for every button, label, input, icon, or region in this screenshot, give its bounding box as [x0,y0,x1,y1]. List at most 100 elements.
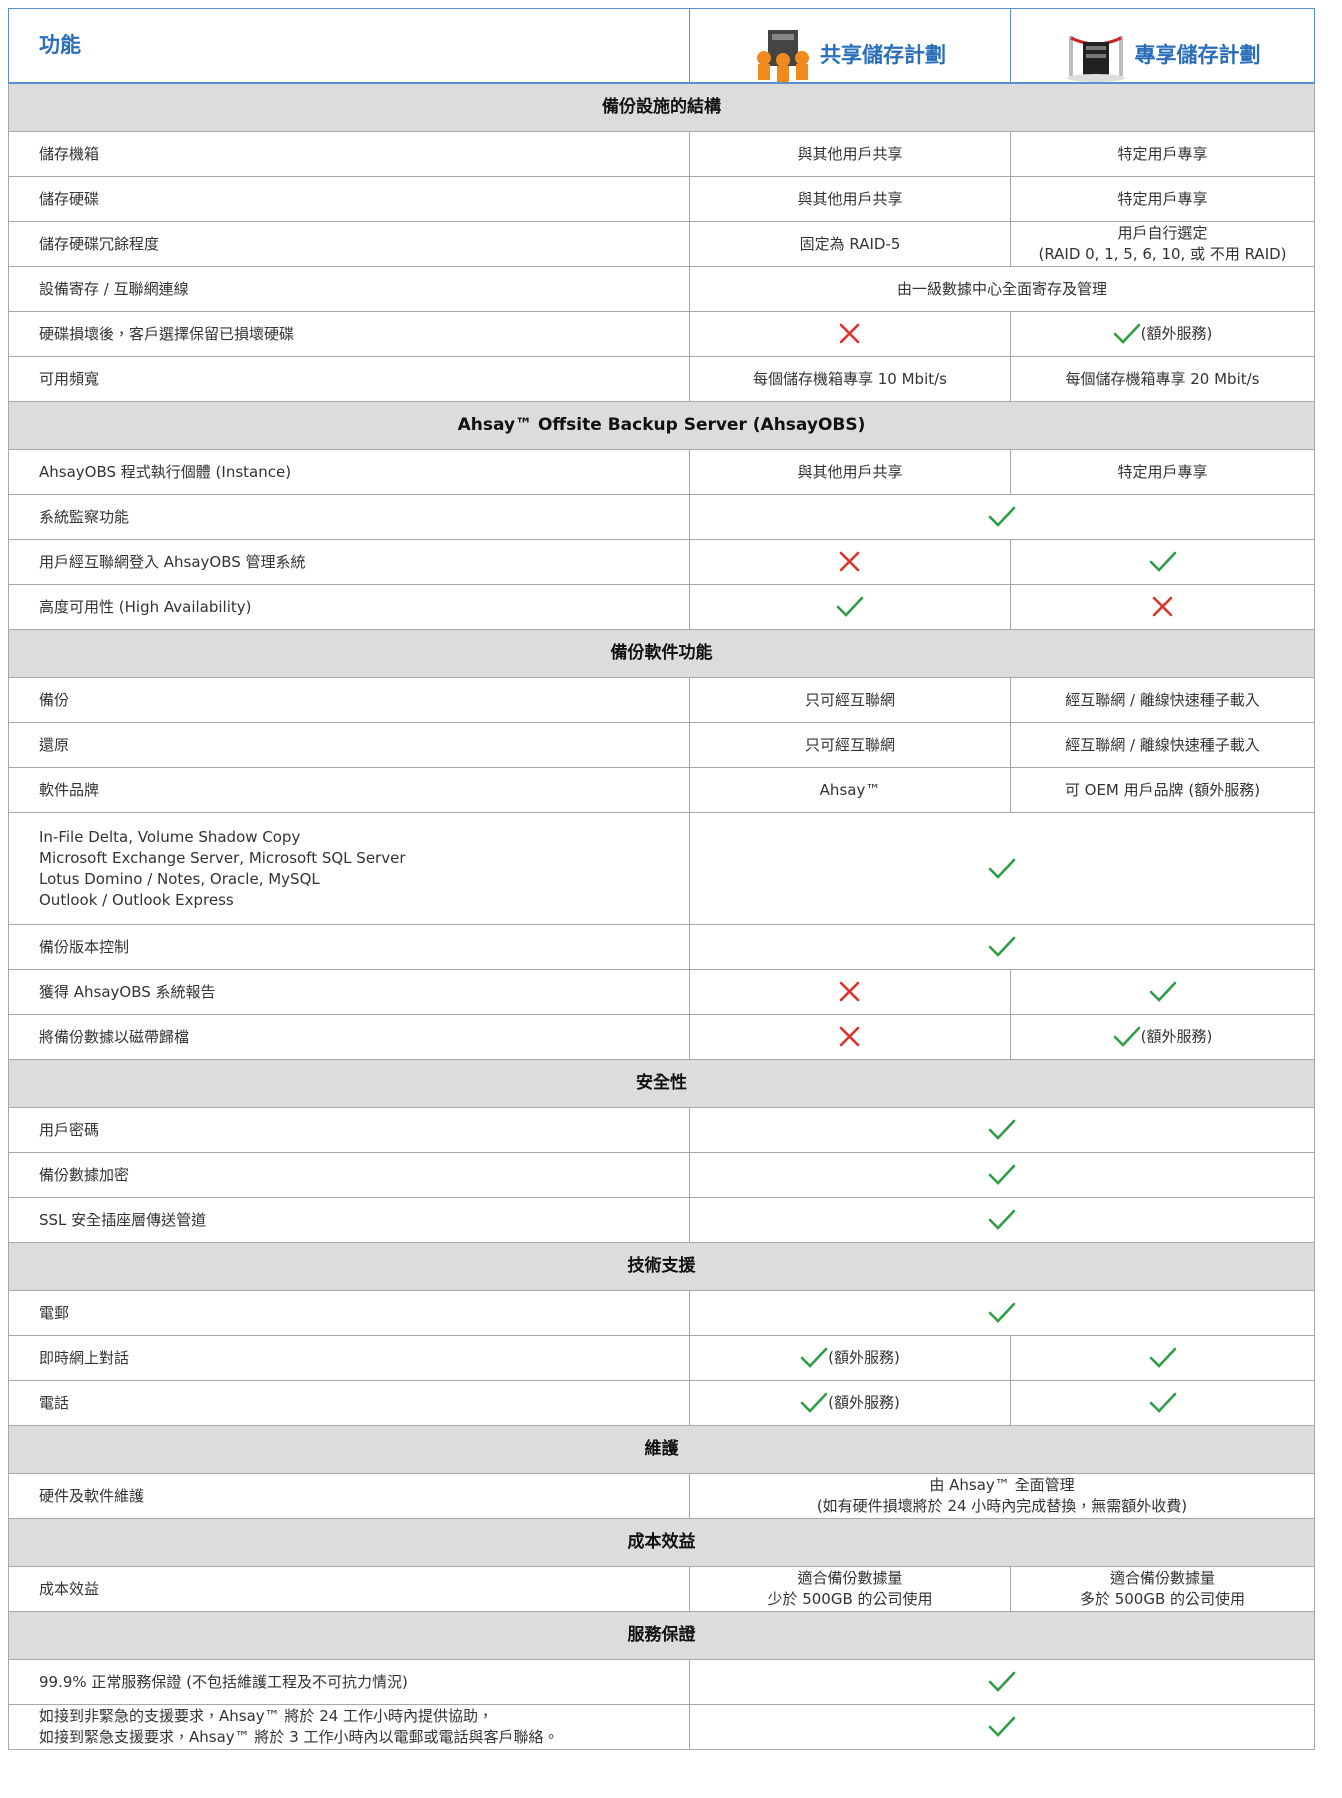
cross-icon [839,981,860,1002]
value-note: (額外服務) [1140,1027,1213,1046]
plan-value [689,1107,1315,1153]
feature-label: 高度可用性 (High Availability) [8,584,690,630]
section-row: 維護 [8,1425,1315,1474]
plan-value: 只可經互聯網 [689,722,1011,768]
plan-value: (額外服務) [1010,311,1315,357]
feature-label: 電郵 [8,1290,690,1336]
plan-value [1010,584,1315,630]
feature-label: 電話 [8,1380,690,1426]
feature-row: 電話 (額外服務) [8,1380,1315,1426]
plan-value [1010,1335,1315,1381]
feature-row: 備份 只可經互聯網 經互聯網 / 離線快速種子載入 [8,677,1315,723]
plan-value: 特定用戶專享 [1010,449,1315,495]
section-title: 服務保證 [8,1611,1315,1660]
plan-value [689,1704,1315,1750]
feature-label: 儲存機箱 [8,131,690,177]
plan-value: (額外服務) [1010,1014,1315,1060]
check-icon [988,1209,1016,1230]
check-stroke [800,1347,828,1368]
plan-value [1010,969,1315,1015]
check-stroke [1113,323,1140,344]
section-title: 備份軟件功能 [8,629,1315,678]
plan-value [689,1014,1011,1060]
feature-row: SSL 安全插座層傳送管道 [8,1197,1315,1243]
check-stroke [1113,1026,1140,1047]
check-icon [988,1119,1016,1140]
section-title: 成本效益 [8,1518,1315,1567]
feature-label: 儲存硬碟冗餘程度 [8,221,690,267]
plan-value: (額外服務) [689,1335,1011,1381]
cross-icon [839,323,860,344]
check-stroke [1149,1392,1176,1413]
plan-value: 經互聯網 / 離線快速種子載入 [1010,722,1315,768]
plan-value: 每個儲存機箱專享 10 Mbit/s [689,356,1011,402]
check-icon [1149,1392,1176,1413]
feature-label: 備份版本控制 [8,924,690,970]
feature-row: 可用頻寬 每個儲存機箱專享 10 Mbit/s 每個儲存機箱專享 20 Mbit/s [8,356,1315,402]
feature-row: 儲存硬碟冗餘程度 固定為 RAID-5 用戶自行選定 (RAID 0, 1, 5, … [8,221,1315,267]
check-icon [800,1347,828,1368]
feature-row: 儲存機箱 與其他用戶共享 特定用戶專享 [8,131,1315,177]
plan-value: 特定用戶專享 [1010,176,1315,222]
check-icon [1149,981,1176,1002]
feature-label: 還原 [8,722,690,768]
check-icon [800,1392,828,1413]
check-stroke [988,858,1016,879]
check-icon [988,1716,1016,1737]
feature-row: 高度可用性 (High Availability) [8,584,1315,630]
cross-stroke [839,323,860,344]
feature-row: 備份版本控制 [8,924,1315,970]
plan-value: Ahsay™ [689,767,1011,813]
feature-row: 即時網上對話 (額外服務) [8,1335,1315,1381]
check-icon [1149,551,1176,572]
plan-value: (額外服務) [689,1380,1011,1426]
feature-row: 硬件及軟件維護由 Ahsay™ 全面管理 (如有硬件損壞將於 24 小時內完成替… [8,1473,1315,1519]
plan-value [689,1290,1315,1336]
feature-row: 儲存硬碟 與其他用戶共享 特定用戶專享 [8,176,1315,222]
cross-stroke [839,981,860,1002]
plan-value: 用戶自行選定 (RAID 0, 1, 5, 6, 10, 或 不用 RAID) [1010,221,1315,267]
plan-value [689,1197,1315,1243]
check-stroke [836,596,864,617]
check-icon [988,1164,1016,1185]
feature-row: 系統監察功能 [8,494,1315,540]
feature-label: 成本效益 [8,1566,690,1612]
check-icon [988,1302,1016,1323]
check-stroke [800,1392,828,1413]
plan-value: 由 Ahsay™ 全面管理 (如有硬件損壞將於 24 小時內完成替換，無需額外收… [689,1473,1315,1519]
check-stroke [1149,551,1176,572]
plan-value [689,924,1315,970]
plan-value: 特定用戶專享 [1010,131,1315,177]
feature-row: 成本效益 適合備份數據量 少於 500GB 的公司使用 適合備份數據量 多於 500… [8,1566,1315,1612]
check-icon [988,506,1016,527]
cross-stroke [1152,596,1172,617]
section-row: 服務保證 [8,1611,1315,1660]
dedicated-server-icon [1066,36,1125,82]
section-title: 備份設施的結構 [8,82,1315,132]
feature-row: In-File Delta, Volume Shadow Copy Micros… [8,812,1315,925]
feature-label: SSL 安全插座層傳送管道 [8,1197,690,1243]
feature-row: 備份數據加密 [8,1152,1315,1198]
plan-value: 適合備份數據量 多於 500GB 的公司使用 [1010,1566,1315,1612]
plan-value [689,494,1315,540]
section-row: Ahsay™ Offsite Backup Server (AhsayOBS) [8,401,1315,450]
check-icon [1113,1026,1140,1047]
plan-value [689,1152,1315,1198]
feature-label: 即時網上對話 [8,1335,690,1381]
plan-value [689,584,1011,630]
cross-icon [839,551,860,572]
value-note: (額外服務) [828,1393,900,1412]
feature-label: 用戶密碼 [8,1107,690,1153]
plan-value [689,311,1011,357]
shared-server-icon [757,30,809,82]
check-stroke [988,1164,1016,1185]
feature-label: 設備寄存 / 互聯網連線 [8,266,690,312]
plan-value: 可 OEM 用戶品牌 (額外服務) [1010,767,1315,813]
check-stroke [988,1716,1016,1737]
check-stroke [988,1671,1016,1692]
plan-value [1010,1380,1315,1426]
feature-label: 軟件品牌 [8,767,690,813]
section-title: 維護 [8,1425,1315,1474]
